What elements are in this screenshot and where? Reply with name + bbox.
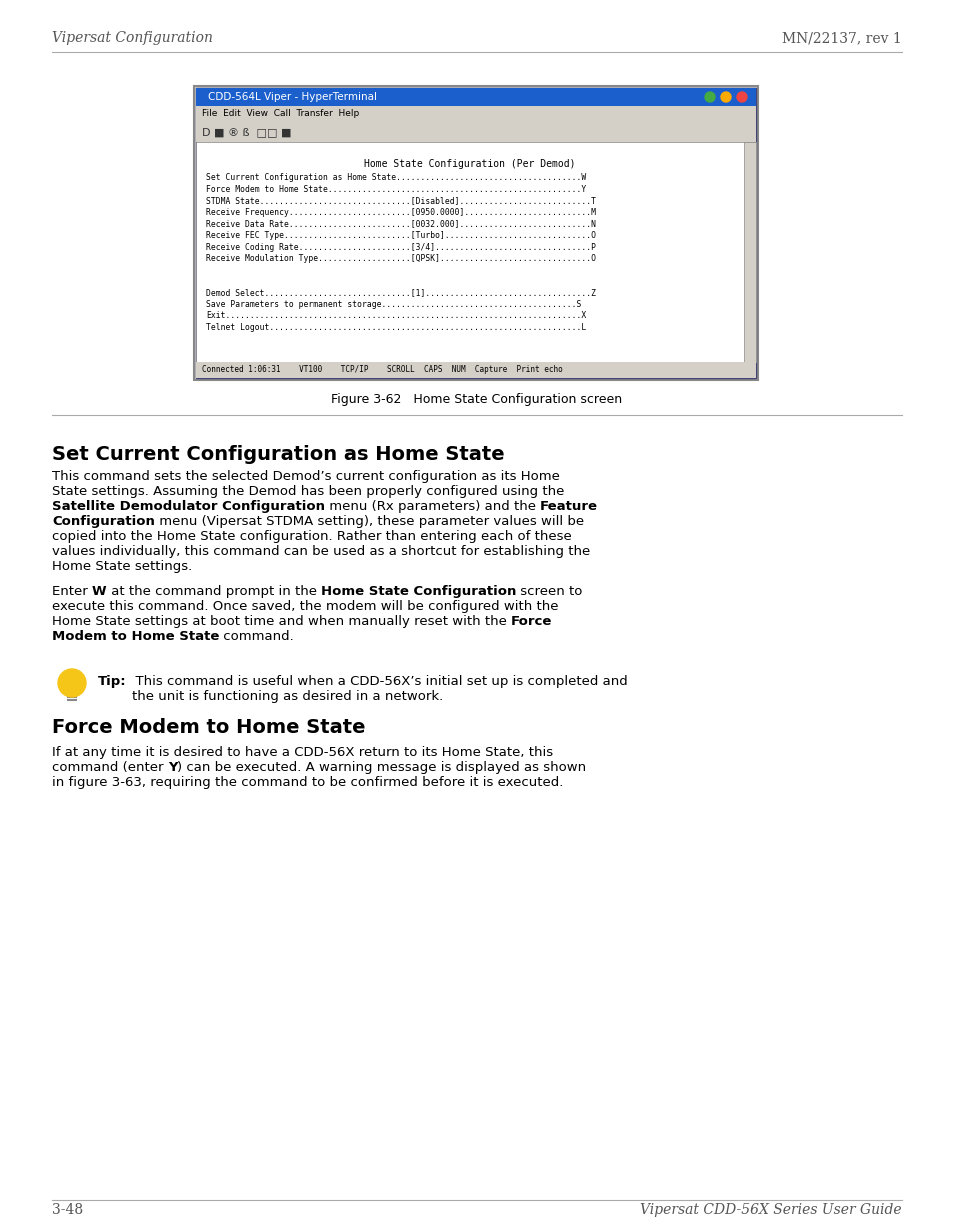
Text: Demod Select..............................[1]..................................Z: Demod Select............................… (206, 288, 596, 297)
Text: Tip:: Tip: (98, 675, 127, 688)
Text: Force Modem to Home State: Force Modem to Home State (52, 718, 365, 737)
FancyBboxPatch shape (195, 106, 755, 121)
Text: Exit.........................................................................X: Exit....................................… (206, 312, 586, 320)
Text: MN/22137, rev 1: MN/22137, rev 1 (781, 31, 901, 45)
FancyBboxPatch shape (193, 86, 758, 380)
Text: menu (Vipersat STDMA setting), these parameter values will be: menu (Vipersat STDMA setting), these par… (154, 515, 583, 528)
Text: Receive FEC Type..........................[Turbo]..............................O: Receive FEC Type........................… (206, 231, 596, 240)
Text: This command sets the selected Demod’s current configuration as its Home: This command sets the selected Demod’s c… (52, 470, 559, 483)
Text: Receive Frequency.........................[0950.0000]..........................M: Receive Frequency.......................… (206, 209, 596, 217)
Text: D ■ ® ß  □□ ■: D ■ ® ß □□ ■ (202, 128, 292, 137)
Text: in figure 3-63, requiring the command to be confirmed before it is executed.: in figure 3-63, requiring the command to… (52, 775, 563, 789)
Text: Home State settings.: Home State settings. (52, 560, 193, 573)
Text: Configuration: Configuration (52, 515, 154, 528)
Text: CDD-564L Viper - HyperTerminal: CDD-564L Viper - HyperTerminal (208, 92, 376, 102)
Text: command.: command. (219, 629, 294, 643)
Text: ) can be executed. A warning message is displayed as shown: ) can be executed. A warning message is … (177, 761, 586, 774)
Text: File  Edit  View  Call  Transfer  Help: File Edit View Call Transfer Help (202, 109, 359, 119)
Text: Satellite Demodulator Configuration: Satellite Demodulator Configuration (52, 499, 325, 513)
Circle shape (720, 92, 730, 102)
Text: Set Current Configuration as Home State: Set Current Configuration as Home State (52, 445, 504, 464)
FancyBboxPatch shape (195, 121, 755, 142)
Text: Telnet Logout................................................................L: Telnet Logout...........................… (206, 323, 586, 333)
Text: State settings. Assuming the Demod has been properly configured using the: State settings. Assuming the Demod has b… (52, 485, 564, 498)
Text: W: W (91, 585, 107, 598)
Text: values individually, this command can be used as a shortcut for establishing the: values individually, this command can be… (52, 545, 590, 558)
Text: screen to: screen to (516, 585, 582, 598)
Circle shape (737, 92, 746, 102)
Text: Y: Y (168, 761, 177, 774)
Text: execute this command. Once saved, the modem will be configured with the: execute this command. Once saved, the mo… (52, 600, 558, 614)
FancyBboxPatch shape (195, 88, 755, 378)
Text: at the command prompt in the: at the command prompt in the (107, 585, 320, 598)
Text: Enter: Enter (52, 585, 91, 598)
Text: STDMA State...............................[Disabled]...........................T: STDMA State.............................… (206, 196, 596, 205)
Text: Modem to Home State: Modem to Home State (52, 629, 219, 643)
Text: copied into the Home State configuration. Rather than entering each of these: copied into the Home State configuration… (52, 530, 571, 544)
Circle shape (58, 669, 86, 697)
Text: the unit is functioning as desired in a network.: the unit is functioning as desired in a … (98, 690, 443, 703)
FancyBboxPatch shape (195, 88, 755, 106)
Text: Force: Force (511, 615, 552, 628)
Circle shape (704, 92, 714, 102)
Text: Save Parameters to permanent storage........................................S: Save Parameters to permanent storage....… (206, 299, 580, 309)
FancyBboxPatch shape (743, 142, 755, 362)
Text: Home State Configuration (Per Demod): Home State Configuration (Per Demod) (364, 160, 576, 169)
Text: This command is useful when a CDD-56X’s initial set up is completed and: This command is useful when a CDD-56X’s … (127, 675, 627, 688)
Text: Receive Data Rate.........................[0032.000]...........................N: Receive Data Rate.......................… (206, 220, 596, 228)
FancyBboxPatch shape (195, 142, 755, 362)
Text: Connected 1:06:31    VT100    TCP/IP    SCROLL  CAPS  NUM  Capture  Print echo: Connected 1:06:31 VT100 TCP/IP SCROLL CA… (202, 366, 562, 374)
Text: Vipersat CDD-56X Series User Guide: Vipersat CDD-56X Series User Guide (639, 1202, 901, 1217)
Text: Home State Configuration: Home State Configuration (320, 585, 516, 598)
Text: Vipersat Configuration: Vipersat Configuration (52, 31, 213, 45)
FancyBboxPatch shape (195, 362, 755, 378)
Text: Figure 3-62   Home State Configuration screen: Figure 3-62 Home State Configuration scr… (331, 394, 622, 406)
Text: Feature: Feature (539, 499, 598, 513)
Text: Receive Coding Rate.......................[3/4]................................P: Receive Coding Rate.....................… (206, 243, 596, 252)
Text: Force Modem to Home State....................................................Y: Force Modem to Home State...............… (206, 185, 586, 194)
Text: menu (Rx parameters) and the: menu (Rx parameters) and the (325, 499, 539, 513)
Text: If at any time it is desired to have a CDD-56X return to its Home State, this: If at any time it is desired to have a C… (52, 746, 553, 760)
Text: Home State settings at boot time and when manually reset with the: Home State settings at boot time and whe… (52, 615, 511, 628)
Text: 3-48: 3-48 (52, 1202, 83, 1217)
Text: Set Current Configuration as Home State......................................W: Set Current Configuration as Home State.… (206, 173, 586, 183)
Text: command (enter: command (enter (52, 761, 168, 774)
Text: Receive Modulation Type...................[QPSK]...............................O: Receive Modulation Type.................… (206, 254, 596, 263)
